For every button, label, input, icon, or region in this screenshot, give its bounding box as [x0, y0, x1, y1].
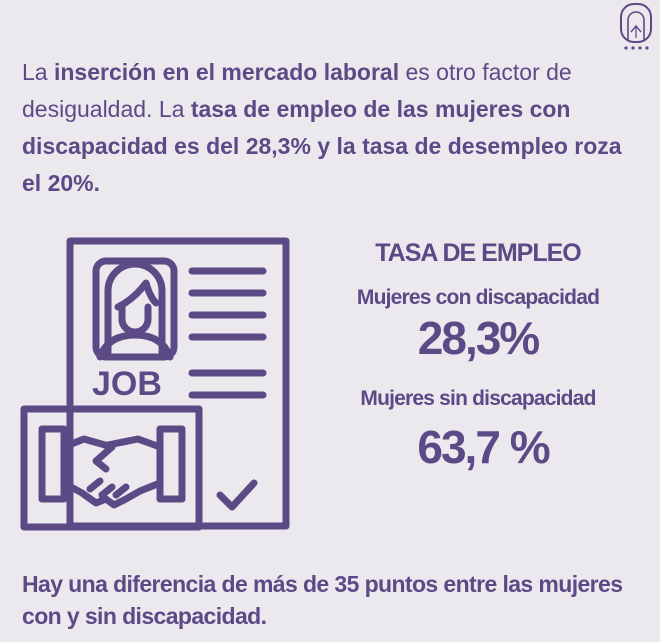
logo-icon [618, 2, 654, 52]
stats-title: TASA DE EMPLEO [375, 239, 581, 267]
intro-paragraph: La inserción en el mercado laboral es ot… [22, 54, 637, 202]
stat-value-with-disability: 28,3% [417, 312, 540, 364]
intro-text-2: es otro factor de desigualdad. La [22, 59, 572, 122]
employment-rate-panel: TASA DE EMPLEO Mujeres con discapacidad … [318, 238, 638, 474]
job-badge-text: JOB [92, 365, 162, 403]
intro-bold-2: tasa de empleo de las mujeres con discap… [22, 96, 622, 196]
footer-note: Hay una diferencia de más de 35 puntos e… [22, 571, 623, 629]
stat-label-without-disability: Mujeres sin discapacidad [360, 387, 596, 410]
stat-label-with-disability: Mujeres con discapacidad [356, 286, 600, 309]
stat-value-without-disability: 63,7 % [417, 421, 550, 473]
job-application-handshake-icon: JOB [20, 233, 295, 533]
intro-bold-1: inserción en el mercado laboral [53, 59, 400, 85]
intro-text-1: La [22, 59, 54, 85]
